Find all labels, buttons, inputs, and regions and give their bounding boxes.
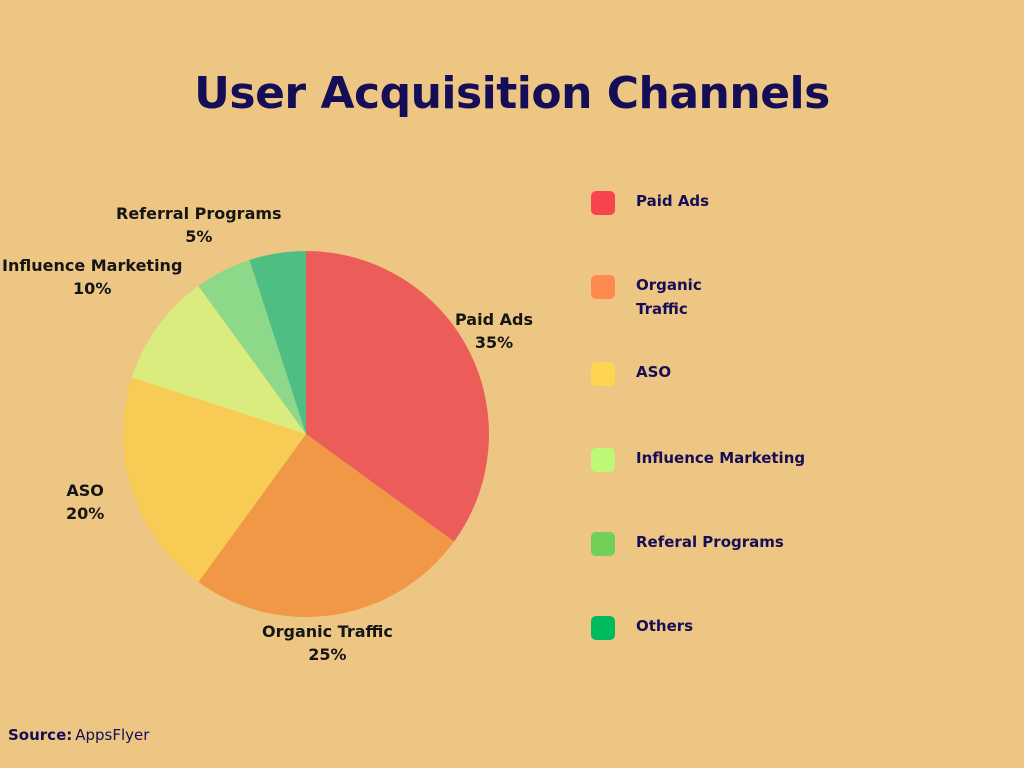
source-label: Source:	[8, 726, 73, 744]
pie-label-percent: 25%	[308, 644, 347, 664]
pie-chart-svg	[123, 251, 489, 617]
pie-slice-aso[interactable]	[123, 377, 306, 583]
legend-label: Paid Ads	[636, 192, 710, 210]
source-value: AppsFlyer	[75, 726, 150, 744]
legend-swatch-icon	[591, 616, 615, 640]
page-title: User Acquisition Channels	[194, 68, 830, 119]
pie-slice-paid-ads[interactable]	[306, 251, 489, 542]
legend-item-influence-marketing[interactable]: Influence Marketing	[591, 447, 805, 472]
pie-label-name: Organic Traffic	[262, 622, 393, 641]
pie-slice-referral-programs[interactable]	[198, 259, 306, 434]
pie-label-name: Influence Marketing	[2, 256, 183, 275]
pie-label-percent: 20%	[66, 503, 105, 523]
legend-label: Others	[636, 617, 694, 635]
pie-label-percent: 10%	[73, 278, 112, 298]
pie-slice-others[interactable]	[249, 251, 306, 434]
legend-swatch-icon	[591, 448, 615, 472]
legend-item-paid-ads[interactable]: Paid Ads	[591, 190, 709, 215]
legend-swatch-icon	[591, 362, 615, 386]
pie-label-name: Paid Ads	[455, 310, 533, 329]
pie-label-name: Referral Programs	[116, 204, 282, 223]
legend-item-organic-traffic[interactable]: Organic Traffic	[591, 274, 714, 321]
pie-label-paid-ads: Paid Ads 35%	[455, 309, 533, 354]
legend-item-others[interactable]: Others	[591, 615, 693, 640]
legend-item-referal-programs[interactable]: Referal Programs	[591, 531, 784, 556]
pie-label-organic-traffic: Organic Traffic 25%	[262, 621, 393, 666]
legend-label: Influence Marketing	[636, 449, 806, 467]
legend-item-aso[interactable]: ASO	[591, 361, 671, 386]
legend-swatch-icon	[591, 191, 615, 215]
pie-label-name: ASO	[66, 481, 104, 500]
pie-slice-influence-marketing[interactable]	[131, 285, 306, 434]
pie-slice-organic-traffic[interactable]	[198, 434, 455, 617]
pie-label-influence-marketing: Influence Marketing 10%	[2, 255, 182, 300]
pie-label-aso: ASO 20%	[66, 480, 104, 525]
legend-label: Referal Programs	[636, 533, 784, 551]
pie-label-percent: 35%	[474, 332, 514, 352]
legend-label: Organic Traffic	[636, 276, 702, 318]
pie-chart	[123, 251, 489, 617]
legend-swatch-icon	[591, 532, 615, 556]
legend-swatch-icon	[591, 275, 615, 299]
pie-label-referral-programs: Referral Programs 5%	[116, 203, 282, 248]
pie-label-percent: 5%	[185, 226, 213, 246]
source-attribution: Source: AppsFlyer	[8, 726, 149, 744]
legend-label: ASO	[636, 363, 672, 381]
